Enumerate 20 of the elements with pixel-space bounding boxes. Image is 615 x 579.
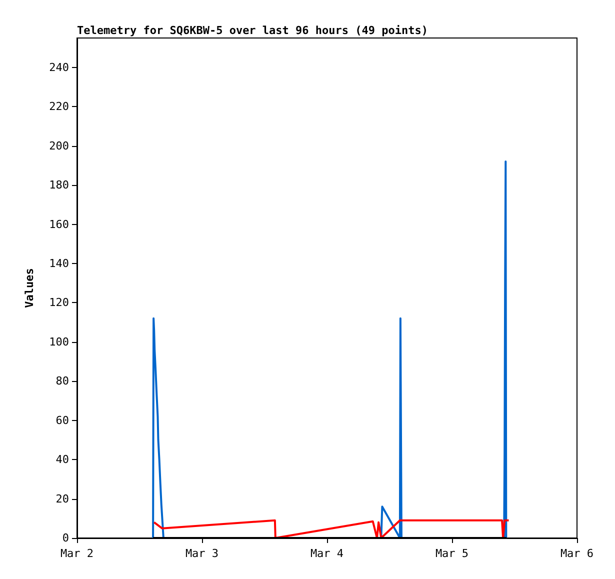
y-tick-label: 200: [49, 139, 69, 152]
x-tick-label: Mar 4: [310, 547, 344, 560]
y-tick-label: 120: [49, 296, 69, 310]
y-tick-label: 60: [56, 414, 69, 427]
chart-title: Telemetry for SQ6KBW-5 over last 96 hours (49 points): [77, 24, 428, 37]
y-tick-label: 20: [56, 492, 69, 506]
x-tick-label: Mar 5: [435, 547, 469, 560]
y-tick-label: 160: [49, 218, 69, 231]
x-tick-label: Mar 2: [60, 547, 94, 560]
y-tick-label: 220: [49, 100, 69, 114]
x-tick-label: Mar 3: [185, 547, 219, 560]
y-tick-label: 100: [49, 335, 69, 348]
x-tick-label: Mar 6: [560, 547, 594, 560]
y-tick-label: 40: [56, 453, 69, 466]
y-tick-label: 240: [49, 60, 69, 74]
y-tick-label: 140: [49, 256, 69, 270]
y-axis-title: Values: [23, 268, 36, 308]
y-tick-label: 180: [49, 178, 69, 192]
y-tick-label: 0: [62, 532, 69, 544]
y-tick-label: 80: [56, 374, 69, 388]
